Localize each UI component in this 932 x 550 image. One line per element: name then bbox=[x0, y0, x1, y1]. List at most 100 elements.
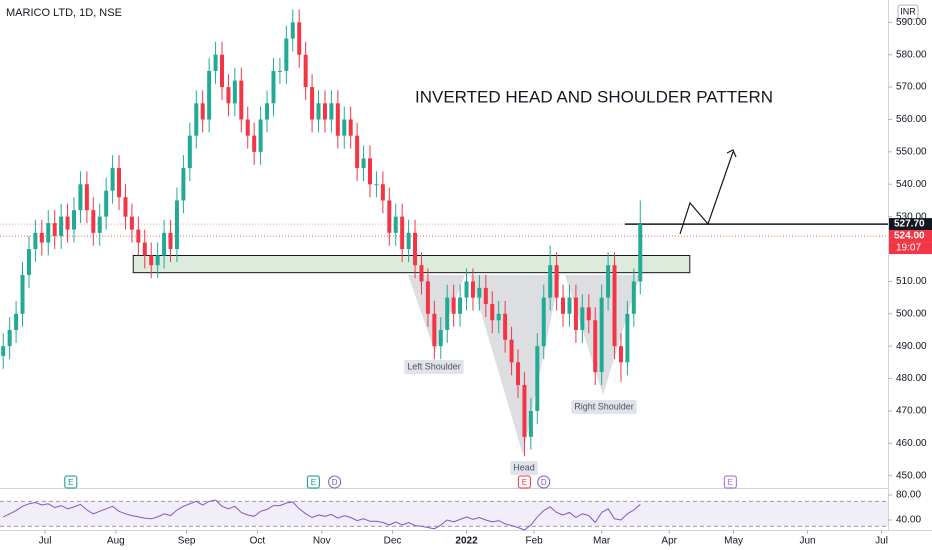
candle-body bbox=[20, 274, 25, 314]
candle-body bbox=[52, 223, 57, 237]
candle-body bbox=[265, 103, 270, 120]
event-label: E bbox=[522, 478, 527, 487]
candle-body bbox=[445, 297, 450, 330]
y-tick-label: 570.00 bbox=[896, 82, 927, 93]
candle-body bbox=[162, 232, 167, 256]
candle-body bbox=[438, 329, 443, 347]
chart-title: MARICO LTD, 1D, NSE bbox=[6, 7, 122, 19]
x-tick-label: Mar bbox=[593, 536, 611, 547]
candle-body bbox=[432, 313, 437, 347]
candle-body bbox=[65, 216, 70, 230]
candle-body bbox=[72, 210, 76, 230]
event-label: E bbox=[68, 478, 73, 487]
candle-body bbox=[335, 103, 340, 136]
candle-body bbox=[277, 70, 282, 72]
candle-body bbox=[46, 223, 51, 243]
candle-body bbox=[303, 54, 308, 88]
candle-body bbox=[84, 184, 89, 211]
candle-body bbox=[174, 200, 179, 250]
candle-body bbox=[561, 297, 566, 314]
pattern-label: Head bbox=[513, 462, 535, 472]
candle-body bbox=[470, 281, 475, 298]
candle-body bbox=[342, 119, 347, 136]
x-tick-label: Jul bbox=[39, 536, 52, 547]
candle-body bbox=[155, 255, 160, 266]
event-label: E bbox=[311, 478, 316, 487]
candle-body bbox=[522, 385, 527, 437]
candle-body bbox=[535, 346, 540, 411]
event-label: D bbox=[541, 478, 547, 487]
candle-body bbox=[573, 297, 578, 330]
rsi-tick-label: 80.00 bbox=[896, 490, 921, 501]
candle-body bbox=[329, 103, 334, 120]
candle-body bbox=[245, 119, 250, 136]
rsi-line bbox=[2, 499, 641, 531]
candle-body bbox=[458, 297, 463, 314]
candle-body bbox=[181, 168, 186, 201]
candle-body bbox=[477, 287, 482, 298]
candle-body bbox=[528, 410, 533, 437]
candle-body bbox=[586, 307, 591, 321]
currency-label: INR bbox=[900, 6, 916, 16]
projection-arrow bbox=[679, 151, 734, 235]
x-tick-label: Feb bbox=[525, 536, 543, 547]
candle-body bbox=[91, 210, 96, 233]
countdown-label: 19:07 bbox=[896, 243, 921, 254]
candle-body bbox=[149, 255, 154, 266]
candle-body bbox=[136, 229, 141, 243]
candle-body bbox=[419, 265, 424, 282]
candle-body bbox=[618, 346, 623, 363]
pattern-label-box bbox=[510, 461, 538, 475]
event-marker bbox=[517, 475, 531, 489]
candle-body bbox=[425, 281, 430, 314]
arrow-head bbox=[726, 149, 737, 158]
y-tick-label: 580.00 bbox=[896, 49, 927, 60]
candle-body bbox=[387, 200, 392, 233]
candle-body bbox=[310, 87, 315, 120]
candle-body bbox=[258, 119, 263, 152]
candle-body bbox=[220, 54, 224, 88]
candle-body bbox=[451, 297, 456, 314]
y-tick-label: 450.00 bbox=[896, 470, 927, 481]
candle-body bbox=[97, 216, 102, 233]
candle-body bbox=[316, 103, 321, 120]
event-marker bbox=[64, 475, 78, 489]
candle-body bbox=[239, 80, 244, 120]
candle-body bbox=[226, 87, 231, 104]
candle-body bbox=[612, 265, 617, 347]
candle-body bbox=[541, 297, 546, 347]
candle-body bbox=[374, 184, 379, 186]
candle-body bbox=[187, 135, 192, 169]
candle-body bbox=[361, 158, 366, 169]
candle-body bbox=[554, 265, 559, 298]
y-tick-label: 500.00 bbox=[896, 308, 927, 319]
price-tag-label: 527.70 bbox=[894, 219, 925, 230]
x-tick-label: Oct bbox=[250, 536, 266, 547]
x-tick-label: Jul bbox=[875, 536, 888, 547]
candle-body bbox=[406, 232, 411, 250]
candle-body bbox=[14, 313, 19, 330]
candle-body bbox=[33, 232, 38, 250]
candle-body bbox=[413, 232, 418, 266]
pattern-label-box bbox=[404, 360, 464, 374]
y-tick-label: 460.00 bbox=[896, 438, 927, 449]
candle-body bbox=[1, 346, 6, 356]
candle-body bbox=[168, 232, 173, 250]
candle-body bbox=[380, 184, 385, 201]
candle-body bbox=[509, 339, 514, 363]
event-label: E bbox=[728, 478, 733, 487]
candle-body bbox=[580, 307, 585, 330]
candle-body bbox=[400, 216, 405, 250]
candle-body bbox=[593, 320, 598, 373]
y-tick-label: 510.00 bbox=[896, 276, 927, 287]
candle-body bbox=[599, 297, 604, 373]
y-tick-label: 550.00 bbox=[896, 147, 927, 158]
pattern-label-box bbox=[571, 400, 637, 414]
x-tick-label: Sep bbox=[178, 536, 196, 547]
price-tag bbox=[889, 218, 932, 231]
candle-body bbox=[503, 313, 508, 340]
x-tick-label: May bbox=[724, 536, 743, 547]
x-tick-label: 2022 bbox=[455, 536, 478, 547]
